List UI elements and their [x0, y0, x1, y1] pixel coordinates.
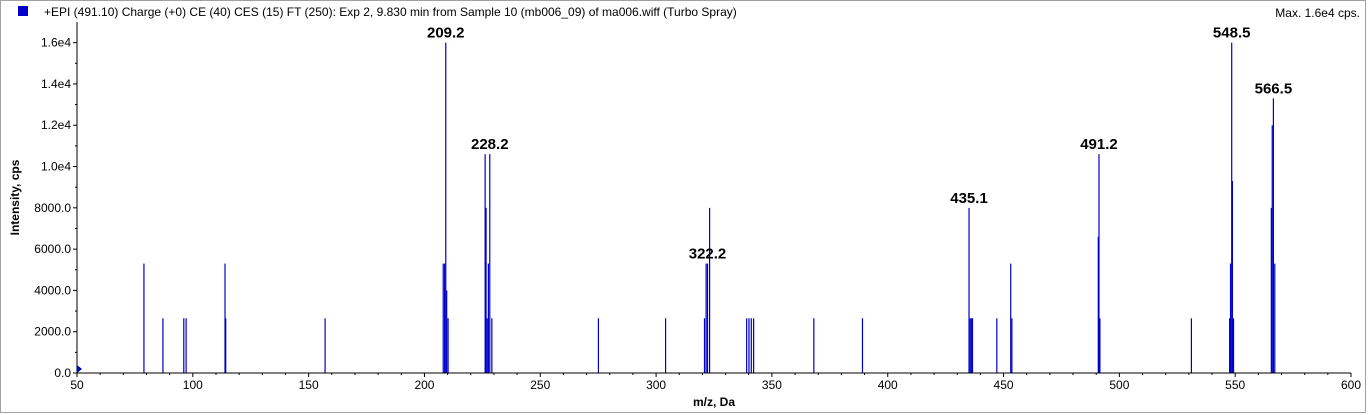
x-tick-label: 550	[1225, 378, 1245, 392]
peak-label: 566.5	[1255, 80, 1293, 97]
peak-label: 322.2	[689, 246, 727, 263]
peak-labels: 209.2 228.2 322.2 435.1 491.2 548.5 566.5	[427, 25, 1292, 263]
x-tick-label: 450	[994, 378, 1014, 392]
y-tick-label: 6000.0	[34, 242, 71, 256]
y-tick-label: 1.0e4	[41, 160, 71, 174]
y-tick-label: 1.4e4	[41, 77, 71, 91]
y-tick-label: 4000.0	[34, 283, 71, 297]
x-tick-label: 100	[183, 378, 203, 392]
y-axis-ticks: 0.0 2000.0 4000.0 6000.0 8000.0 1.0e4 1.2e4 1.4…	[34, 36, 77, 380]
peak-label: 491.2	[1080, 136, 1118, 153]
spectrum-peaks	[143, 42, 1276, 373]
peak-label: 228.2	[471, 136, 509, 153]
x-tick-label: 50	[70, 378, 84, 392]
peak-label: 209.2	[427, 25, 465, 42]
max-intensity-label: Max. 1.6e4 cps.	[1275, 6, 1360, 20]
x-tick-label: 250	[530, 378, 550, 392]
y-tick-label: 0.0	[54, 366, 71, 380]
y-tick-label: 1.2e4	[41, 118, 71, 132]
x-tick-label: 600	[1341, 378, 1361, 392]
y-axis-label: Intensity, cps	[8, 159, 22, 235]
x-tick-label: 350	[762, 378, 782, 392]
legend-swatch-icon	[18, 6, 28, 16]
x-tick-label: 200	[414, 378, 434, 392]
y-tick-label: 2000.0	[34, 325, 71, 339]
y-tick-label: 1.6e4	[41, 36, 71, 50]
x-tick-label: 150	[299, 378, 319, 392]
peak-label: 435.1	[950, 190, 988, 207]
peak-label: 548.5	[1213, 25, 1251, 42]
x-tick-label: 300	[646, 378, 666, 392]
x-tick-label: 500	[1109, 378, 1129, 392]
y-tick-label: 8000.0	[34, 201, 71, 215]
cursor-marker-icon[interactable]	[77, 365, 82, 373]
x-axis-ticks: 50 100 150 200 250 300 350 400 450 500 550 600	[70, 373, 1361, 392]
x-tick-label: 400	[878, 378, 898, 392]
chart-header-title: +EPI (491.10) Charge (+0) CE (40) CES (1…	[44, 5, 737, 19]
x-axis-label: m/z, Da	[693, 395, 735, 409]
